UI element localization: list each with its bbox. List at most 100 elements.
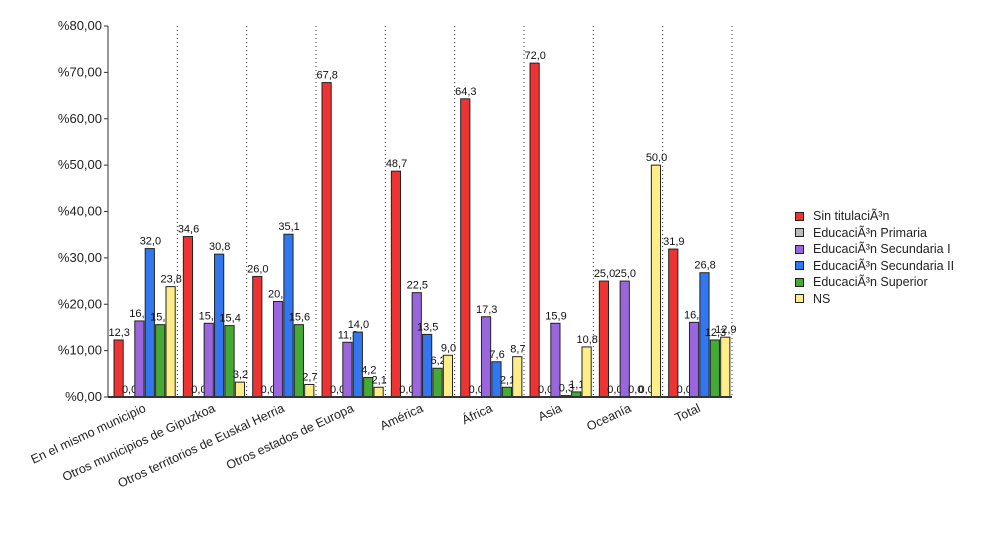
category-label: Total: [673, 401, 703, 425]
bar: [512, 356, 523, 398]
legend-label: Sin titulaciÃ³n: [813, 209, 890, 224]
legend-item: Sin titulaciÃ³n: [795, 208, 954, 225]
data-label: 15,9: [545, 310, 566, 322]
data-label: 0,0: [638, 384, 653, 396]
data-label: 12,3: [108, 327, 129, 339]
data-label: 34,6: [178, 224, 199, 236]
chart-legend: Sin titulaciÃ³n EducaciÃ³n Primaria Educac…: [795, 208, 954, 307]
data-label: 9,0: [441, 342, 456, 354]
legend-label: EducaciÃ³n Superior: [813, 275, 928, 290]
bar: [165, 286, 176, 398]
category-label: Oceanía: [585, 401, 634, 434]
legend-label: EducaciÃ³n Secundaria I: [813, 242, 951, 257]
data-label: 2,7: [302, 371, 317, 383]
data-label: 30,8: [209, 241, 230, 253]
bar: [182, 236, 194, 398]
data-label: 0,0: [399, 384, 414, 396]
data-label: 3,2: [233, 369, 248, 381]
bar: [252, 275, 263, 398]
bar: [581, 346, 592, 398]
data-label: 4,2: [361, 365, 376, 377]
legend-item: EducaciÃ³n Secundaria I: [795, 241, 954, 258]
data-label: 1,1: [569, 379, 584, 391]
bar: [293, 324, 304, 398]
legend-swatch: [795, 294, 804, 304]
data-label: 26,8: [694, 260, 715, 272]
data-label: 64,3: [455, 86, 476, 98]
bar: [650, 164, 662, 398]
data-label: 15,6: [289, 312, 310, 324]
category-label: África: [459, 400, 494, 427]
y-tick-label: %60,00: [58, 111, 102, 126]
data-label: 12,3: [705, 327, 726, 339]
y-tick-label: %30,00: [58, 250, 102, 265]
bar: [688, 321, 700, 398]
data-label: 23,8: [160, 274, 181, 286]
bar: [720, 336, 731, 398]
data-label: 7,6: [489, 349, 504, 361]
y-axis: %0,00 %10,00 %20,00 %30,00 %40,00 %50,00 %60,0…: [58, 18, 109, 404]
legend-swatch: [795, 277, 804, 287]
y-tick-label: %50,00: [58, 157, 102, 172]
data-label: 31,9: [663, 236, 684, 248]
legend-item: NS: [795, 291, 954, 308]
data-label: 0,3: [559, 383, 574, 395]
data-label: 35,1: [278, 221, 299, 233]
data-label: 13,5: [417, 321, 438, 333]
y-tick-label: %0,00: [65, 389, 102, 404]
data-label: 0,0: [677, 384, 692, 396]
data-label: 22,5: [407, 280, 428, 292]
y-tick-label: %20,00: [58, 296, 102, 311]
data-label: 2,1: [372, 374, 387, 386]
data-label: 72,0: [524, 50, 545, 62]
bar: [234, 381, 246, 398]
bar: [709, 339, 720, 398]
bar: [203, 322, 214, 398]
data-label: 12,9: [715, 324, 736, 336]
bar: [373, 386, 384, 398]
data-label: 0,0: [469, 384, 484, 396]
category-label: Otros estados de Europa: [224, 401, 356, 472]
category-label: Asia: [536, 401, 564, 424]
data-label: 0,0: [122, 384, 137, 396]
data-label: 15,4: [219, 313, 240, 325]
data-label: 0,0: [330, 384, 345, 396]
legend-swatch: [795, 261, 804, 271]
bar: [619, 280, 630, 398]
legend-label: EducaciÃ³n Primaria: [813, 225, 927, 240]
legend-item: EducaciÃ³n Superior: [795, 274, 954, 291]
data-label: 0,0: [607, 384, 622, 396]
bar: [272, 300, 284, 398]
legend-swatch: [795, 244, 804, 254]
bar: [214, 253, 225, 398]
data-label: 48,7: [386, 158, 407, 170]
category-label: América: [378, 401, 426, 433]
bars: 12,30,016,432,015,623,834,60,015,930,815…: [108, 50, 737, 398]
y-tick-label: %80,00: [58, 18, 102, 33]
legend-swatch: [795, 228, 804, 238]
legend-item: EducaciÃ³n Primaria: [795, 225, 954, 242]
bar: [432, 367, 443, 398]
legend-swatch: [795, 211, 804, 221]
data-label: 17,3: [476, 304, 497, 316]
y-tick-label: %40,00: [58, 204, 102, 219]
y-tick-label: %70,00: [58, 64, 102, 79]
data-label: 67,8: [316, 70, 337, 82]
data-label: 25,0: [594, 268, 615, 280]
bar: [342, 341, 353, 398]
data-label: 8,7: [510, 344, 525, 356]
data-label: 0,0: [628, 384, 643, 396]
bar: [390, 170, 402, 398]
bar: [668, 248, 679, 398]
data-label: 14,0: [348, 319, 369, 331]
bar: [411, 292, 422, 398]
legend-item: EducaciÃ³n Secundaria II: [795, 258, 954, 275]
bar: [501, 386, 512, 398]
bar: [598, 280, 610, 398]
data-label: 25,0: [615, 268, 636, 280]
data-label: 26,0: [247, 263, 268, 275]
data-label: 0,0: [538, 384, 553, 396]
bar: [304, 383, 315, 398]
